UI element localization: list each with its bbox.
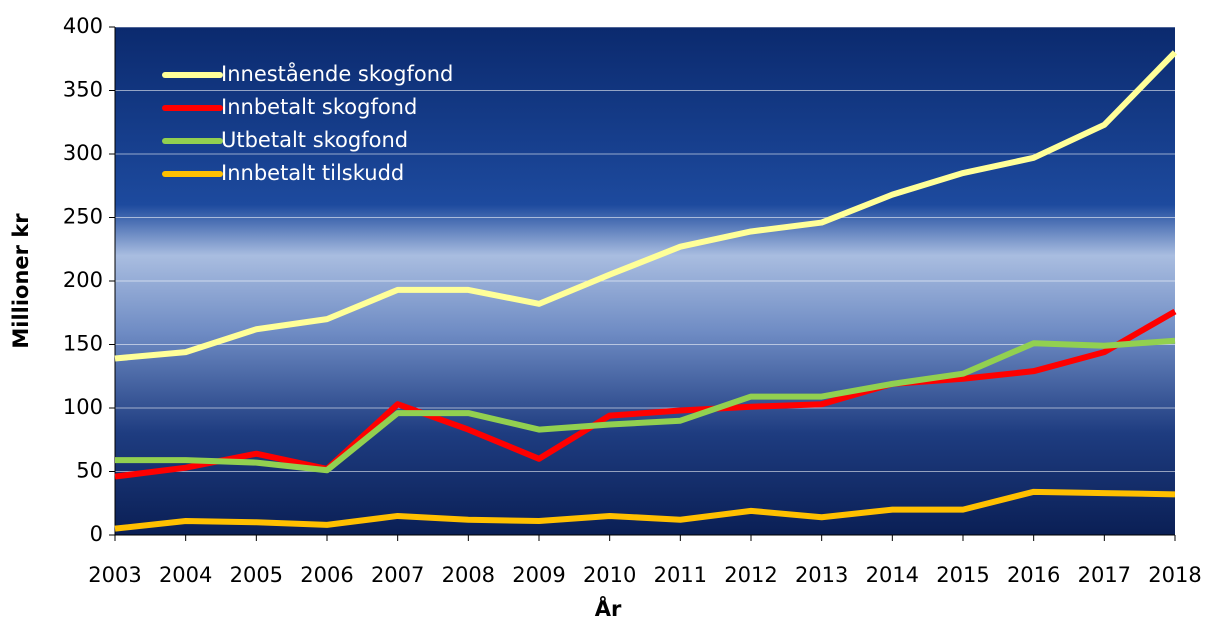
x-axis-label: År — [595, 596, 622, 621]
x-tick-label: 2005 — [230, 563, 283, 587]
x-tick-label: 2014 — [866, 563, 919, 587]
x-tick-label: 2011 — [654, 563, 707, 587]
x-tick-label: 2003 — [88, 563, 141, 587]
y-tick-label: 100 — [63, 395, 103, 419]
y-tick-label: 200 — [63, 268, 103, 292]
y-tick-label: 150 — [63, 332, 103, 356]
legend-label: Innbetalt tilskudd — [221, 161, 404, 185]
y-tick-label: 50 — [76, 459, 103, 483]
x-tick-label: 2015 — [936, 563, 989, 587]
series-line — [114, 488, 1176, 532]
x-tick-label: 2012 — [724, 563, 777, 587]
x-tick-label: 2006 — [300, 563, 353, 587]
y-tick-label: 0 — [90, 522, 103, 546]
x-tick-label: 2017 — [1078, 563, 1131, 587]
x-tick-label: 2010 — [583, 563, 636, 587]
x-tick-label: 2007 — [371, 563, 424, 587]
y-tick-label: 350 — [63, 78, 103, 102]
x-tick-label: 2008 — [442, 563, 495, 587]
x-tick-label: 2004 — [159, 563, 212, 587]
x-tick-label: 2016 — [1007, 563, 1060, 587]
legend-label: Utbetalt skogfond — [221, 128, 408, 152]
series-line — [115, 337, 1176, 474]
y-tick-label: 300 — [63, 141, 103, 165]
x-tick-label: 2018 — [1148, 563, 1201, 587]
y-tick-label: 250 — [63, 205, 103, 229]
series-line — [114, 308, 1177, 480]
x-tick-label: 2013 — [795, 563, 848, 587]
legend-label: Innestående skogfond — [221, 61, 453, 86]
y-tick-label: 400 — [63, 14, 103, 38]
legend-label: Innbetalt skogfond — [221, 95, 417, 119]
y-axis-label: Millioner kr — [9, 213, 33, 349]
series-line — [114, 50, 1178, 362]
x-tick-label: 2009 — [512, 563, 565, 587]
